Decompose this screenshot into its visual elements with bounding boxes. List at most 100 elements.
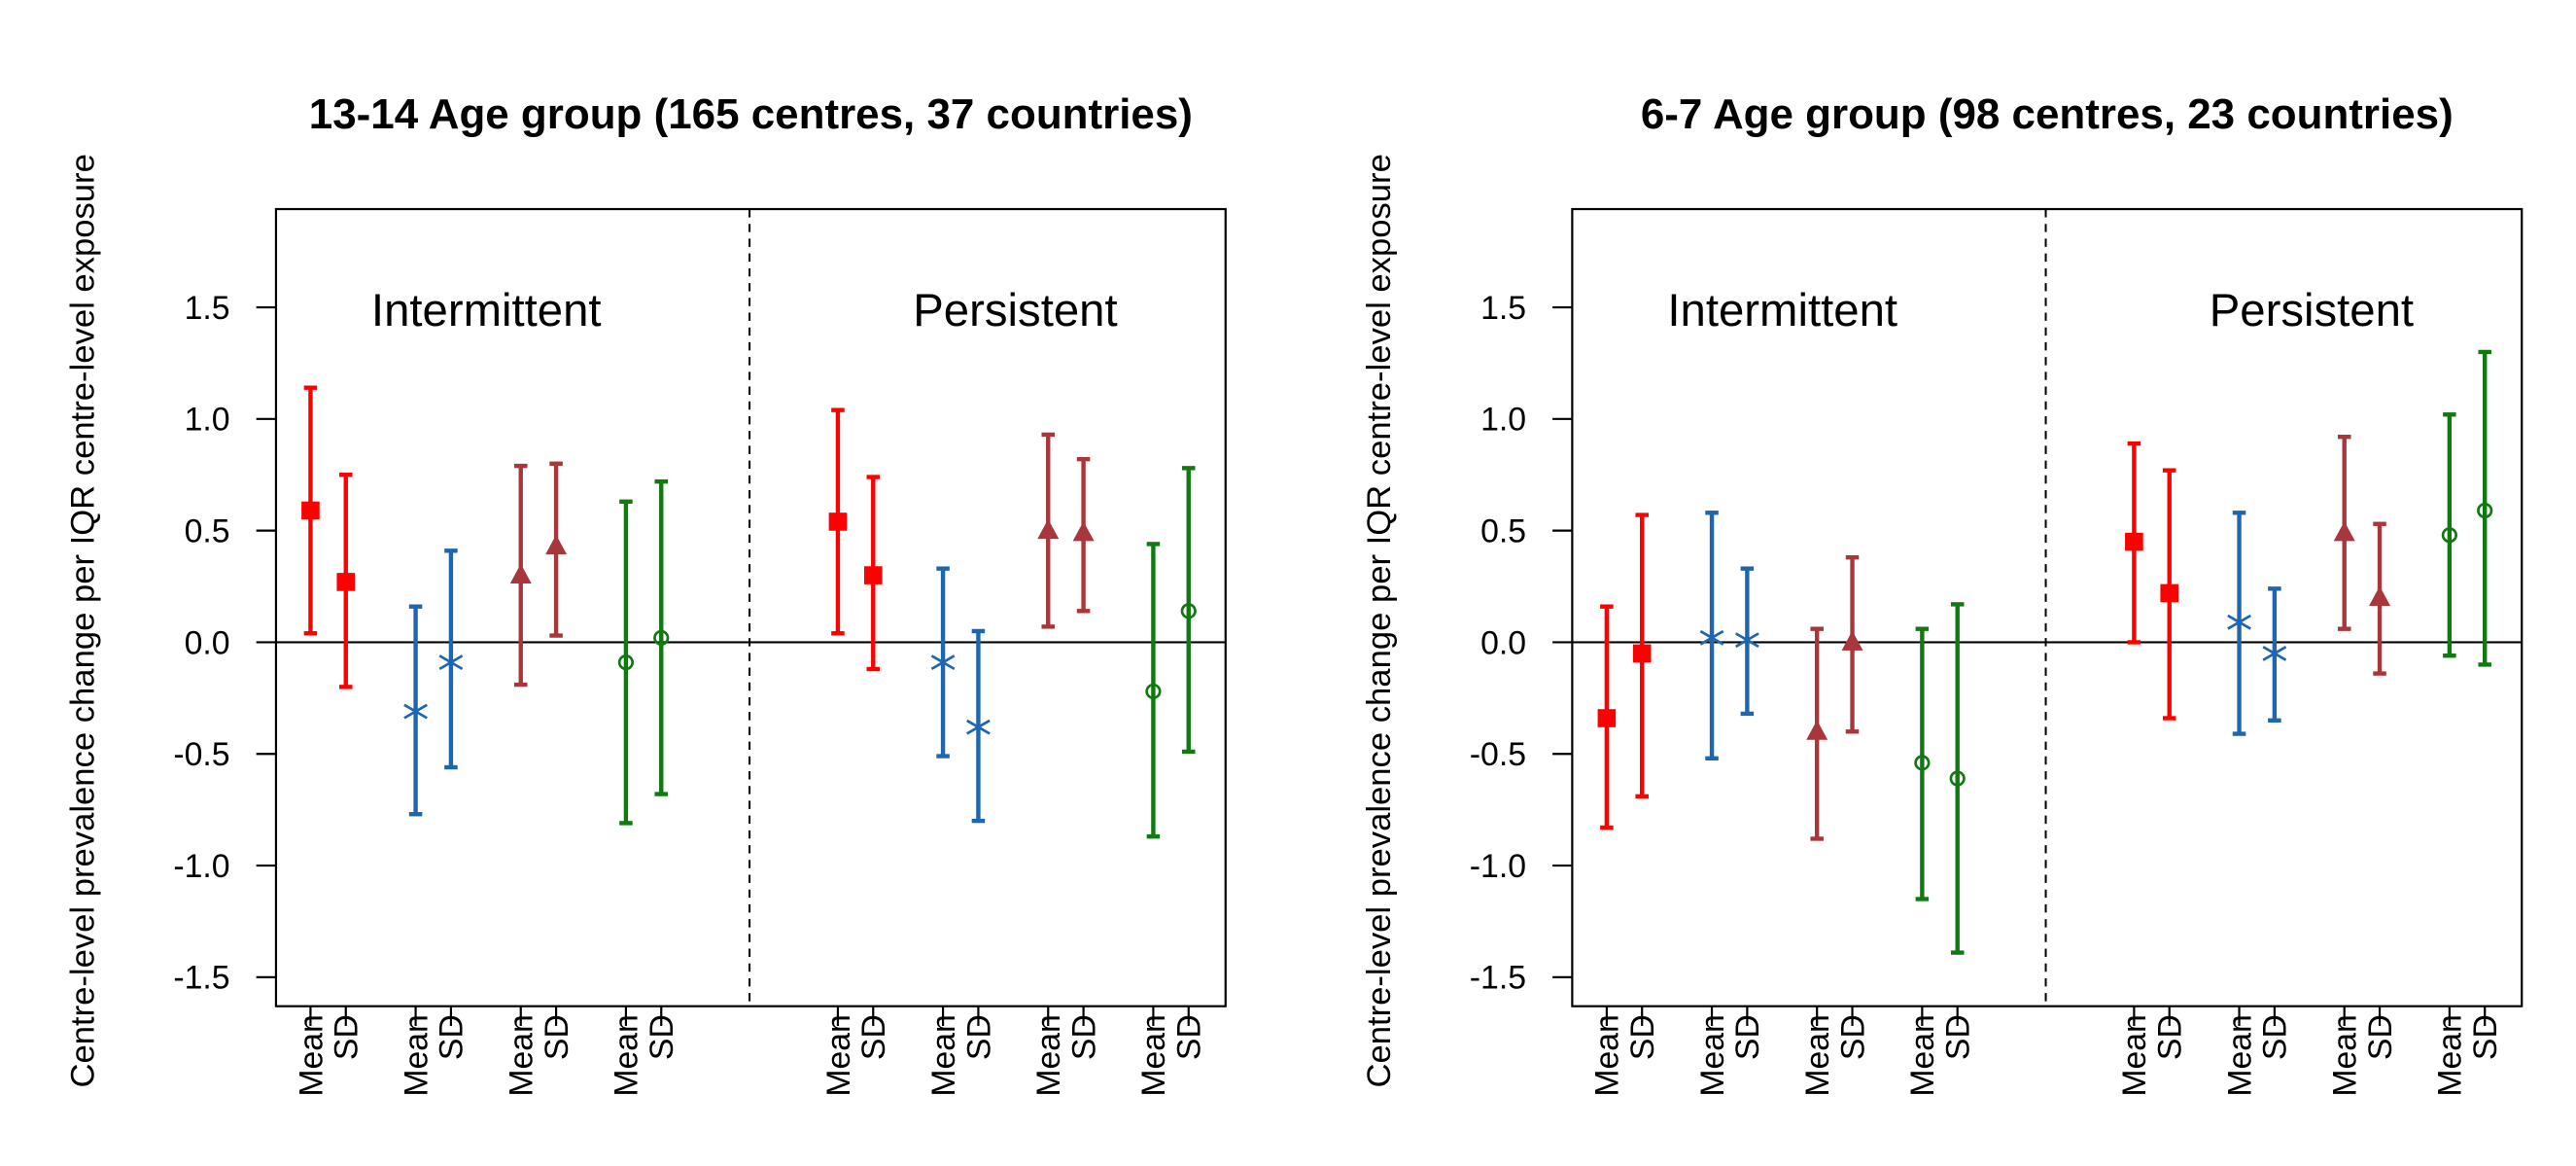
- x-tick-label: SD: [2467, 1014, 2504, 1060]
- marker-square: [863, 566, 883, 584]
- marker-square: [336, 573, 356, 591]
- marker-asterisk: [1699, 624, 1724, 652]
- x-tick-label: Mean: [820, 1014, 857, 1097]
- y-tick-label: 0.0: [1480, 624, 1526, 661]
- marker-circle: [1180, 603, 1197, 619]
- error-bar: [1181, 466, 1196, 755]
- x-tick-label: SD: [855, 1014, 892, 1060]
- error-bar: [2478, 349, 2491, 667]
- marker-triangle: [1841, 630, 1863, 651]
- marker-triangle: [2369, 585, 2391, 606]
- y-tick-label: -0.5: [1470, 736, 1526, 773]
- y-tick-label: 0.5: [1480, 512, 1526, 549]
- chart-title: 6-7 Age group (98 centres, 23 countries): [1641, 90, 2454, 138]
- asterisk-stroke: [2227, 614, 2251, 630]
- x-tick-label: Mean: [1694, 1014, 1731, 1097]
- marker-circle: [653, 629, 670, 646]
- x-tick-label: SD: [1834, 1014, 1871, 1060]
- asterisk-stroke: [1699, 629, 1724, 646]
- marker-asterisk: [2227, 609, 2251, 636]
- marker-asterisk: [930, 649, 956, 676]
- x-tick-label: SD: [1624, 1014, 1661, 1060]
- x-tick-label: Mean: [1135, 1014, 1172, 1097]
- marker-asterisk: [403, 698, 428, 725]
- asterisk-stroke: [403, 703, 428, 720]
- x-tick-label: SD: [329, 1014, 366, 1060]
- x-tick-label: SD: [2362, 1014, 2399, 1060]
- y-tick-label: 0.5: [185, 512, 230, 549]
- marker-square: [2160, 583, 2179, 603]
- x-tick-label: Mean: [2116, 1014, 2153, 1097]
- marker-circle: [2477, 502, 2493, 519]
- x-tick-label: SD: [1940, 1014, 1977, 1060]
- asterisk-stroke: [2262, 645, 2287, 661]
- marker-circle: [617, 654, 635, 671]
- marker-circle: [1949, 770, 1966, 787]
- asterisk-stroke: [438, 654, 464, 671]
- group-label: Persistent: [913, 285, 1117, 336]
- x-tick-label: Mean: [1589, 1014, 1626, 1097]
- y-tick-label: 1.5: [185, 290, 230, 327]
- y-tick-label: 0.0: [185, 624, 230, 661]
- x-tick-label: Mean: [504, 1014, 540, 1097]
- y-tick-label: -1.0: [1470, 848, 1526, 885]
- y-tick-label: -1.5: [173, 960, 229, 997]
- plot-frame: [1571, 207, 2524, 1007]
- group-label: Intermittent: [1667, 285, 1897, 336]
- marker-triangle: [1072, 521, 1095, 542]
- x-tick-label: Mean: [1904, 1014, 1941, 1097]
- error-bar: [1146, 542, 1161, 839]
- marker-triangle: [545, 534, 568, 555]
- x-tick-label: SD: [539, 1014, 575, 1060]
- marker-square: [1597, 709, 1617, 727]
- x-tick-label: Mean: [1030, 1014, 1067, 1097]
- y-tick-label: 1.5: [1480, 290, 1526, 327]
- asterisk-stroke: [1734, 632, 1759, 649]
- plot-frame: [274, 207, 1227, 1007]
- x-tick-label: Mean: [1799, 1014, 1836, 1097]
- x-tick-label: SD: [960, 1014, 997, 1060]
- y-tick-label: -0.5: [173, 736, 229, 773]
- marker-triangle: [2333, 521, 2355, 542]
- x-tick-label: Mean: [609, 1014, 645, 1097]
- marker-asterisk: [966, 714, 991, 741]
- marker-asterisk: [438, 649, 464, 676]
- y-tick-label: 1.0: [1480, 402, 1526, 439]
- chart-title: 13-14 Age group (165 centres, 37 countri…: [309, 90, 1193, 138]
- group-label: Intermittent: [371, 285, 602, 336]
- x-tick-label: SD: [1729, 1014, 1766, 1060]
- marker-circle: [1914, 755, 1931, 771]
- x-tick-label: SD: [434, 1014, 470, 1060]
- marker-square: [828, 512, 848, 531]
- marker-square: [2125, 532, 2143, 551]
- x-tick-label: Mean: [398, 1014, 435, 1097]
- marker-circle: [2441, 527, 2457, 544]
- marker-asterisk: [2262, 640, 2287, 667]
- x-tick-label: SD: [644, 1014, 680, 1060]
- marker-square: [1632, 644, 1652, 663]
- marker-square: [301, 501, 320, 520]
- y-axis-label: Centre-level prevalence change per IQR c…: [1361, 154, 1398, 1087]
- x-tick-label: Mean: [2432, 1014, 2469, 1097]
- error-bar: [1915, 626, 1930, 901]
- y-tick-label: 1.0: [185, 402, 230, 439]
- error-bar: [654, 478, 669, 796]
- error-bar: [2443, 412, 2456, 658]
- error-bar: [619, 499, 633, 826]
- x-tick-label: Mean: [293, 1014, 330, 1097]
- y-tick-label: -1.0: [173, 848, 229, 885]
- marker-triangle: [509, 563, 532, 584]
- x-tick-label: Mean: [925, 1014, 962, 1097]
- x-tick-label: SD: [1065, 1014, 1102, 1060]
- marker-circle: [1145, 683, 1162, 700]
- asterisk-stroke: [930, 654, 956, 671]
- x-tick-label: Mean: [2221, 1014, 2258, 1097]
- x-tick-label: Mean: [2327, 1014, 2364, 1097]
- error-bar: [1950, 602, 1965, 955]
- y-axis-label: Centre-level prevalence change per IQR c…: [64, 154, 101, 1087]
- marker-triangle: [1806, 720, 1828, 740]
- x-tick-label: SD: [1171, 1014, 1208, 1060]
- group-label: Persistent: [2210, 285, 2414, 336]
- asterisk-stroke: [966, 719, 991, 735]
